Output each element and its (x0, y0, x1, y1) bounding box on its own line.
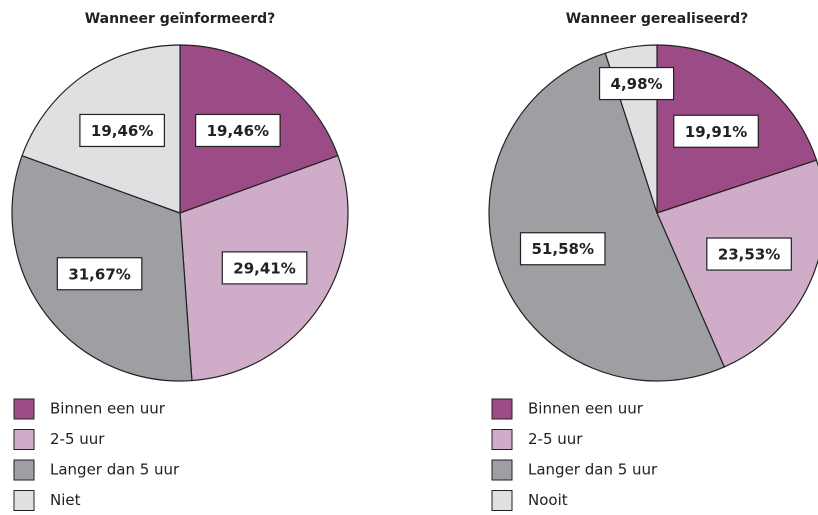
value-label-box (598, 66, 675, 101)
value-label: 19,46% (195, 113, 281, 148)
value-label: 4,98% (598, 66, 675, 101)
legend-label: 2-5 uur (528, 430, 583, 448)
legend-label: Niet (50, 491, 81, 509)
legend-swatch (13, 459, 35, 481)
legend-swatch (491, 490, 513, 511)
value-label-text: 19,46% (91, 122, 153, 140)
value-label-box (673, 114, 759, 148)
value-label-text: 51,58% (532, 240, 594, 258)
legend-label: Binnen een uur (528, 400, 644, 418)
legend-label: 2-5 uur (50, 430, 105, 448)
value-label: 19,91% (673, 114, 759, 148)
value-label-box (221, 251, 308, 285)
value-label-box (519, 232, 606, 266)
legend-swatch (13, 490, 35, 511)
value-label-box (79, 113, 165, 148)
value-label-text: 19,46% (207, 122, 269, 140)
legend-swatch (491, 459, 513, 481)
value-label-text: 23,53% (718, 246, 780, 264)
value-label: 19,46% (79, 113, 165, 148)
legend-swatch (13, 398, 35, 420)
value-label: 23,53% (706, 237, 792, 271)
value-label-text: 31,67% (68, 265, 130, 283)
value-label-box (56, 257, 143, 291)
legend-swatch (13, 429, 35, 450)
pie-slice (488, 52, 726, 382)
chart-title: Wanneer geïnformeerd? (85, 11, 276, 27)
legend-label: Langer dan 5 uur (50, 461, 180, 479)
legend-label: Langer dan 5 uur (528, 461, 658, 479)
value-label: 51,58% (519, 232, 606, 266)
value-label-box (195, 113, 281, 148)
legend-label: Nooit (528, 491, 568, 509)
legend-label: Binnen een uur (50, 400, 166, 418)
value-label-box (706, 237, 792, 271)
value-label: 31,67% (56, 257, 143, 291)
value-label-text: 4,98% (611, 75, 663, 93)
chart-title: Wanneer gerealiseerd? (566, 11, 748, 27)
value-label: 29,41% (221, 251, 308, 285)
legend-swatch (491, 398, 513, 420)
value-label-text: 29,41% (233, 259, 295, 277)
value-label-text: 19,91% (685, 123, 747, 141)
legend-swatch (491, 429, 513, 450)
